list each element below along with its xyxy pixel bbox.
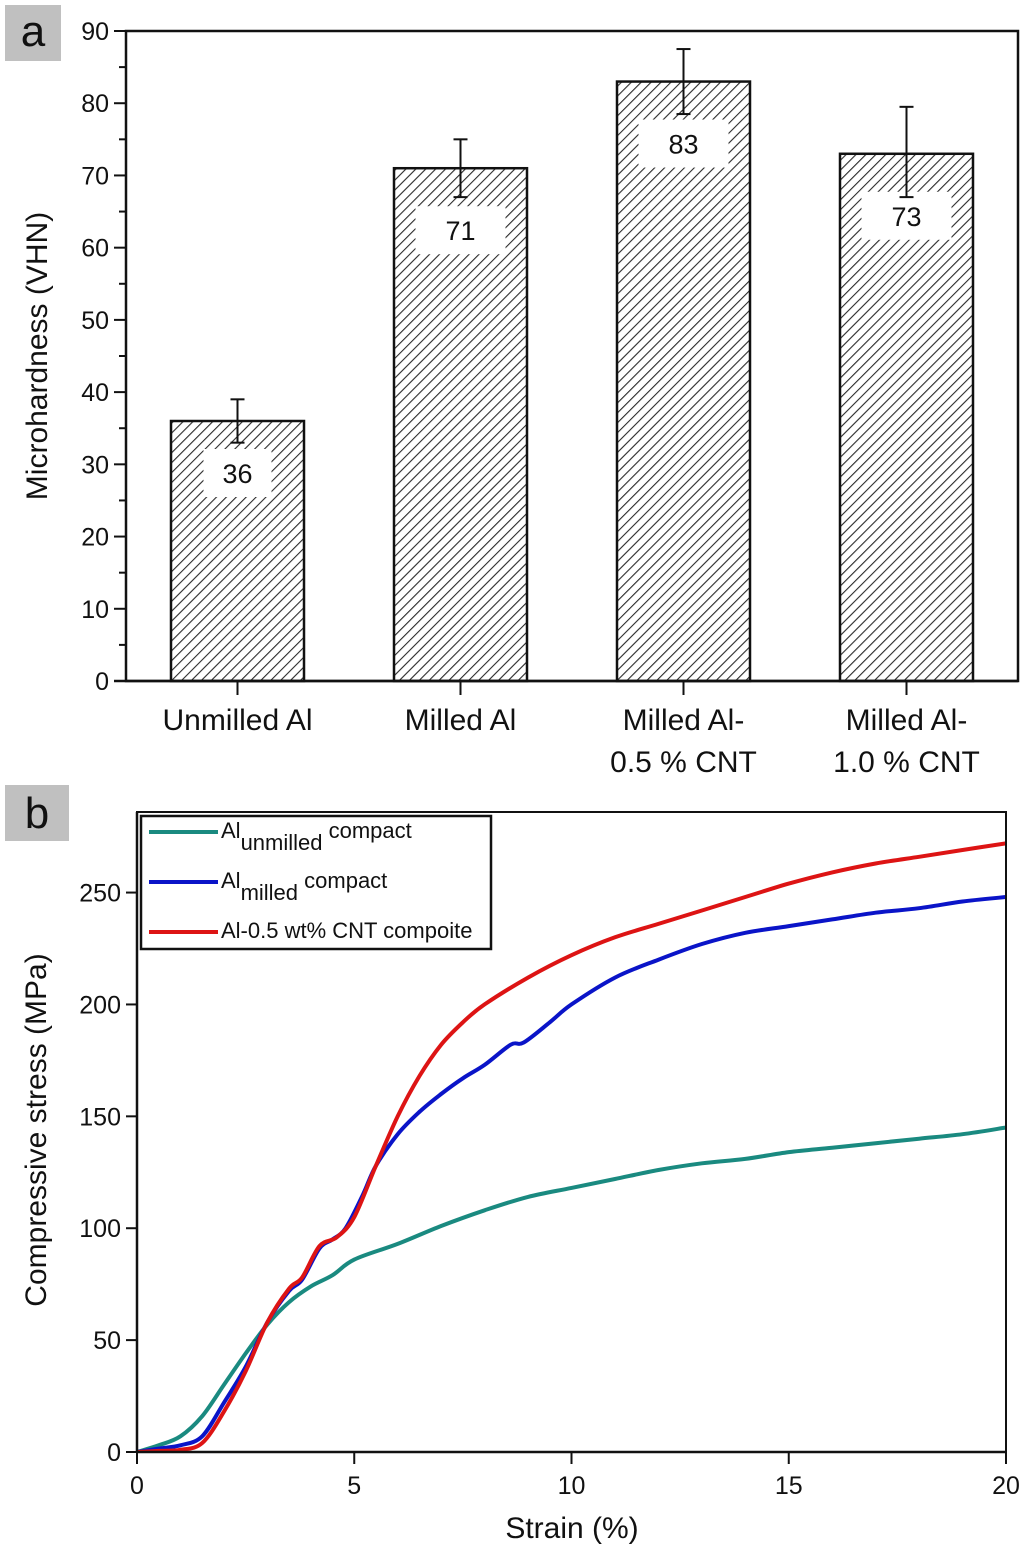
x-tick-label: 10: [558, 1472, 586, 1500]
panel-b-axes: 0 50 100 150 200 250 0 5 10 15 20: [79, 880, 1020, 1500]
panel-a-letter: a: [21, 7, 46, 56]
bar-value-box: [203, 449, 272, 497]
y-tick-label: 20: [81, 524, 109, 552]
panel-a-y-axis-title: Microhardness (VHN): [21, 212, 54, 500]
y-tick-label: 60: [81, 235, 109, 263]
panel-b-x-axis-title: Strain (%): [505, 1512, 638, 1545]
y-tick-label: 30: [81, 451, 109, 479]
panel-a-x-axis: Unmilled Al Milled Al Milled Al- 0.5 % CNT M…: [162, 681, 980, 779]
series-line: [137, 1125, 1006, 1452]
y-tick-label: 150: [79, 1103, 121, 1131]
legend-label: Almilled compact: [221, 868, 387, 905]
y-tick-label: 90: [81, 18, 109, 46]
bar-value-box: [638, 119, 729, 168]
y-tick-label: 50: [93, 1327, 121, 1355]
y-tick-label: 100: [79, 1215, 121, 1243]
x-tick-label: 15: [775, 1472, 803, 1500]
legend-label: Alunmilled compact: [221, 818, 412, 855]
x-tick-label: 5: [347, 1472, 361, 1500]
x-tick-label: 20: [992, 1472, 1020, 1500]
bar-value-label: 71: [445, 216, 475, 246]
panel-b-y-axis-title: Compressive stress (MPa): [20, 953, 53, 1306]
y-tick-label: 40: [81, 379, 109, 407]
y-tick-label: 80: [81, 90, 109, 118]
panel-b-line-chart: b 0 50 100 150 200 250 0 5 10 15 20 Alunmilled com…: [5, 785, 1020, 1545]
x-tick-label: 1.0 % CNT: [833, 746, 980, 779]
y-tick-label: 200: [79, 991, 121, 1019]
legend-label: Al-0.5 wt% CNT compoite: [221, 918, 472, 943]
series-line: [137, 895, 1006, 1452]
panel-b-legend: Alunmilled compact Almilled compact Al-0.5…: [139, 814, 493, 951]
series-line: [137, 841, 1006, 1452]
panel-a-bars: 36 71 83 73: [169, 48, 975, 683]
x-tick-label: Milled Al-: [846, 704, 968, 737]
y-tick-label: 70: [81, 162, 109, 190]
bar: [615, 80, 752, 683]
y-tick-label: 0: [107, 1439, 121, 1467]
panel-b-series: [137, 841, 1006, 1452]
bar-value-box: [861, 191, 952, 240]
panel-b-letter: b: [25, 789, 49, 838]
x-tick-label: Milled Al-: [623, 704, 745, 737]
panel-a-letter-box: [5, 5, 61, 61]
bar-value-label: 73: [891, 202, 921, 232]
panel-a-frame: [114, 29, 1020, 683]
bar-value-label: 36: [222, 459, 252, 489]
x-tick-label: Unmilled Al: [162, 704, 312, 737]
x-tick-label: 0.5 % CNT: [610, 746, 757, 779]
y-tick-label: 250: [79, 880, 121, 908]
y-tick-label: 0: [95, 668, 109, 696]
panel-a-bar-chart: a 0 10 20 30 40 50 60 70 80 90 36 71 83 73 Unmilled …: [5, 5, 1020, 779]
bar: [838, 152, 975, 683]
panel-a-y-axis: 0 10 20 30 40 50 60 70 80 90: [81, 18, 126, 696]
bar-value-box: [415, 206, 506, 255]
panel-b-letter-box: [5, 785, 69, 841]
x-tick-label: 0: [130, 1472, 144, 1500]
bar-value-label: 83: [668, 130, 698, 160]
y-tick-label: 10: [81, 596, 109, 624]
x-tick-label: Milled Al: [405, 704, 517, 737]
y-tick-label: 50: [81, 307, 109, 335]
